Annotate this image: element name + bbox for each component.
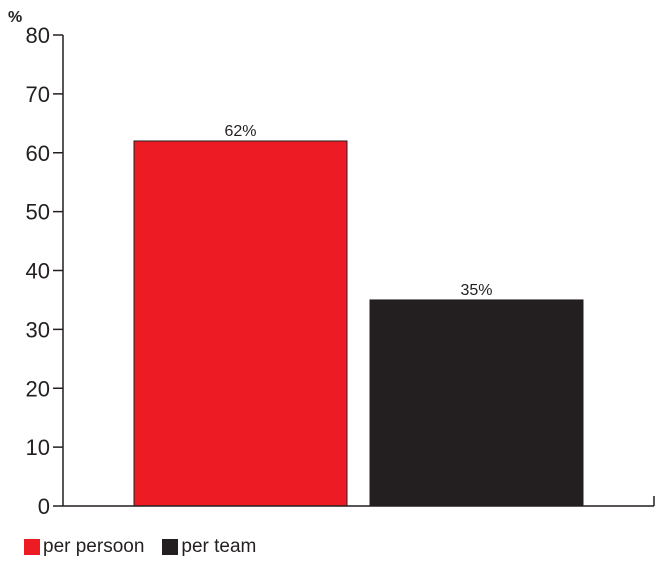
data-label-per-persoon: 62% (224, 123, 256, 140)
y-tick-label: 20 (26, 376, 50, 401)
legend-swatch-per-persoon (24, 539, 40, 555)
data-label-per-team: 35% (460, 282, 492, 299)
bar-per-team (369, 299, 584, 507)
y-axis-ticks: 0 10 20 30 40 50 60 70 80 (26, 23, 63, 519)
y-tick-label: 40 (26, 259, 50, 284)
bar-per-persoon (133, 140, 348, 507)
y-tick-label: 50 (26, 200, 50, 225)
y-tick-label: 60 (26, 141, 50, 166)
y-tick-label: 30 (26, 317, 50, 342)
y-axis-label: % (8, 9, 22, 26)
bars (133, 140, 584, 507)
data-labels: 62% 35% (224, 123, 492, 299)
legend-item-per-team: per team (162, 536, 256, 558)
y-tick-label: 10 (26, 435, 50, 460)
legend-label-per-persoon: per persoon (43, 536, 145, 557)
bar-chart: % 0 10 20 30 40 50 60 70 80 62% 35% (8, 9, 655, 519)
legend-swatch-per-team (162, 539, 179, 555)
y-tick-label: 70 (26, 82, 50, 107)
y-tick-label: 0 (38, 494, 50, 519)
legend: per persoon per team (24, 536, 274, 558)
legend-label-per-team: per team (181, 536, 257, 557)
y-tick-label: 80 (26, 23, 50, 48)
legend-item-per-persoon: per persoon (24, 536, 144, 558)
